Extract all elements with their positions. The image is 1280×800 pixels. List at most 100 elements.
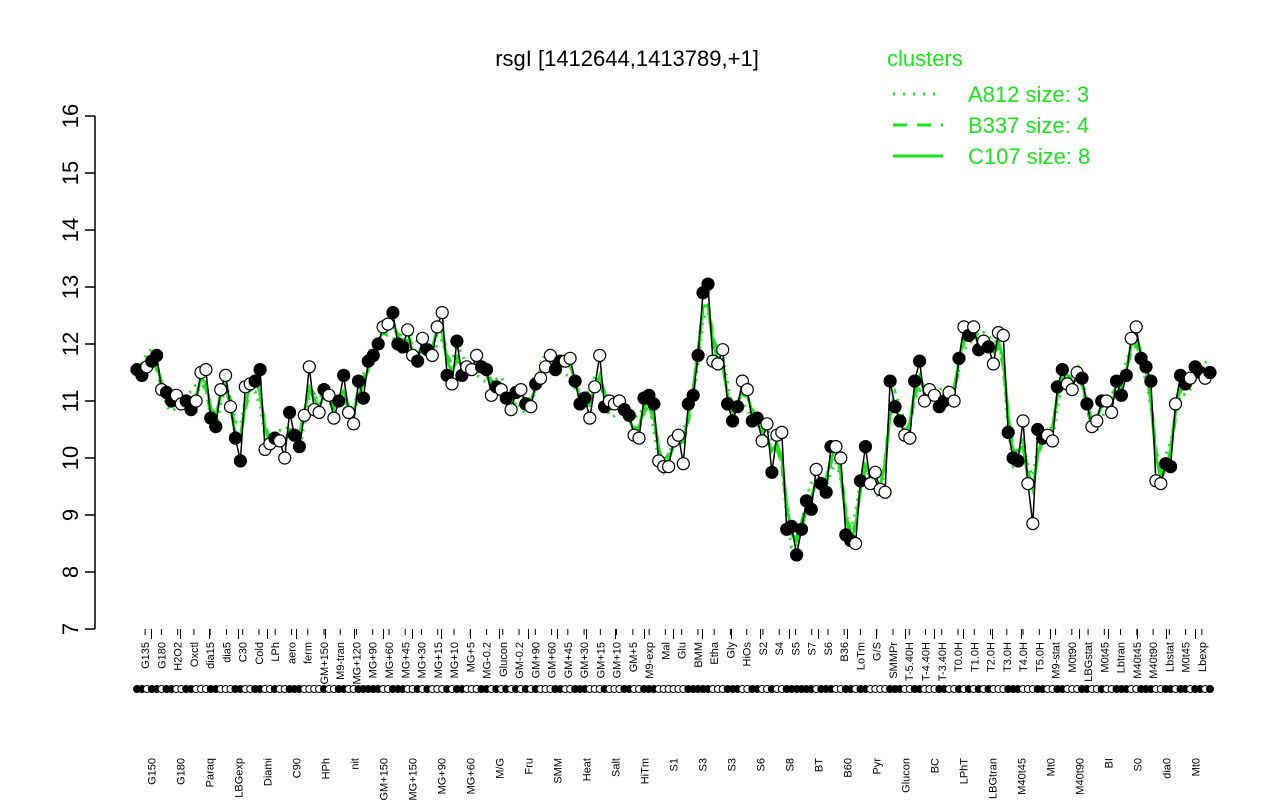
data-point (386, 306, 400, 320)
x-tick-label: GM+90 (530, 642, 542, 678)
y-tick-label: 14 (58, 218, 83, 242)
x-tick-label: T2.0H (986, 642, 998, 672)
x-tick-label: GM+150 (379, 758, 391, 800)
data-point (1001, 425, 1015, 439)
y-tick-label: 12 (58, 332, 83, 356)
series-path (136, 281, 1211, 556)
y-tick-label: 16 (58, 104, 83, 128)
data-point (1109, 374, 1124, 388)
x-tick-label: T-4.40H (920, 642, 932, 681)
x-tick-label: Fru (524, 758, 536, 775)
data-point (322, 388, 336, 402)
data-point (725, 414, 740, 428)
data-point (401, 323, 415, 337)
data-point (947, 394, 961, 408)
x-tick-label: S1 (669, 758, 681, 771)
x-tick-label: T-3.40H (937, 642, 949, 681)
x-tick-label: M0t45 (1181, 642, 1193, 673)
cluster-line-a812 (135, 308, 1211, 550)
cluster-line-b337 (136, 298, 1211, 540)
x-tick-label: G150 (147, 758, 159, 785)
data-point (578, 391, 592, 405)
x-tick-label: G135 (140, 642, 152, 669)
data-point (568, 374, 582, 388)
y-tick-label: 13 (58, 275, 83, 299)
x-tick-label: Mt0 (1046, 758, 1058, 776)
x-tick-label: MG+45 (400, 642, 412, 678)
x-tick-label: Mal (660, 642, 672, 660)
data-point (1139, 360, 1153, 374)
data-point (563, 351, 577, 365)
data-point (533, 371, 548, 385)
data-point (883, 374, 897, 388)
x-tick-label: B36 (839, 642, 851, 662)
x-tick-label: LBGexp (234, 758, 246, 798)
data-point (829, 440, 843, 454)
x-tick-label: HiTm (640, 758, 652, 784)
data-point (716, 343, 730, 357)
x-tick-label: M40t90 (1075, 758, 1087, 795)
x-tick-label: M40t90 (1148, 642, 1160, 679)
y-tick-label: 9 (58, 509, 83, 521)
x-tick-label: GM+60 (547, 642, 559, 678)
x-tick-label: LoTm (855, 642, 867, 670)
data-point (1055, 363, 1069, 377)
data-point (868, 465, 882, 479)
data-point (445, 377, 459, 391)
data-point (908, 374, 922, 388)
data-point (760, 417, 774, 431)
data-point (233, 454, 247, 468)
x-tick-label: dia15 (205, 642, 217, 669)
data-point (755, 434, 769, 448)
legend-label-c107: C107 size: 8 (968, 144, 1090, 169)
data-point (342, 405, 356, 419)
data-point (1119, 368, 1133, 382)
data-point (219, 368, 233, 382)
chart-title: rsgI [1412644,1413789,+1] (495, 46, 759, 71)
x-tick-label: Lbtran (1116, 642, 1128, 673)
x-tick-label: GM+150 (319, 642, 331, 685)
x-tick-label: BI (1104, 758, 1116, 768)
data-point (888, 400, 902, 414)
data-point (632, 431, 646, 445)
data-point (701, 277, 715, 291)
data-point (287, 428, 302, 442)
data-point (676, 457, 690, 471)
data-point (430, 320, 444, 334)
x-tick-label: M9-tran (335, 642, 347, 680)
data-point (927, 388, 942, 402)
data-point (789, 548, 804, 562)
data-point (347, 417, 361, 431)
data-point (765, 465, 779, 479)
data-point (952, 351, 966, 365)
data-point (593, 348, 607, 362)
data-point (917, 394, 932, 408)
legend-label-a812: A812 size: 3 (968, 82, 1089, 107)
x-tick-label: GM+15 (595, 642, 607, 678)
data-point (228, 431, 242, 445)
series-line (136, 281, 1211, 556)
data-point (848, 536, 863, 551)
data-point (381, 317, 395, 331)
x-tick-label: Cold (254, 642, 266, 665)
data-point (671, 428, 686, 442)
data-points (130, 277, 1217, 562)
x-tick-label: LPh (270, 642, 282, 662)
x-tick-label: BMM (693, 642, 705, 668)
x-tick-label: T0.0H (953, 642, 965, 672)
x-tick-label: LBGstat (1083, 642, 1095, 682)
data-point (1144, 374, 1158, 388)
x-tick-label: MG+5 (465, 642, 477, 672)
x-tick-label: dia0 (1162, 758, 1174, 779)
x-tick-label: S6 (823, 642, 835, 655)
data-point (371, 337, 385, 351)
data-point (499, 391, 513, 405)
x-tick-label: Gly (725, 642, 737, 659)
data-point (411, 354, 425, 368)
x-tick-label: S6 (756, 758, 768, 771)
data-point (302, 360, 316, 374)
x-tick-label: T5.0H (1034, 642, 1046, 672)
x-tick-label: G/S (872, 642, 884, 661)
legend: clusters A812 size: 3 B337 size: 4 C107 … (887, 46, 1090, 169)
x-tick-label: MG-0.2 (482, 642, 494, 679)
